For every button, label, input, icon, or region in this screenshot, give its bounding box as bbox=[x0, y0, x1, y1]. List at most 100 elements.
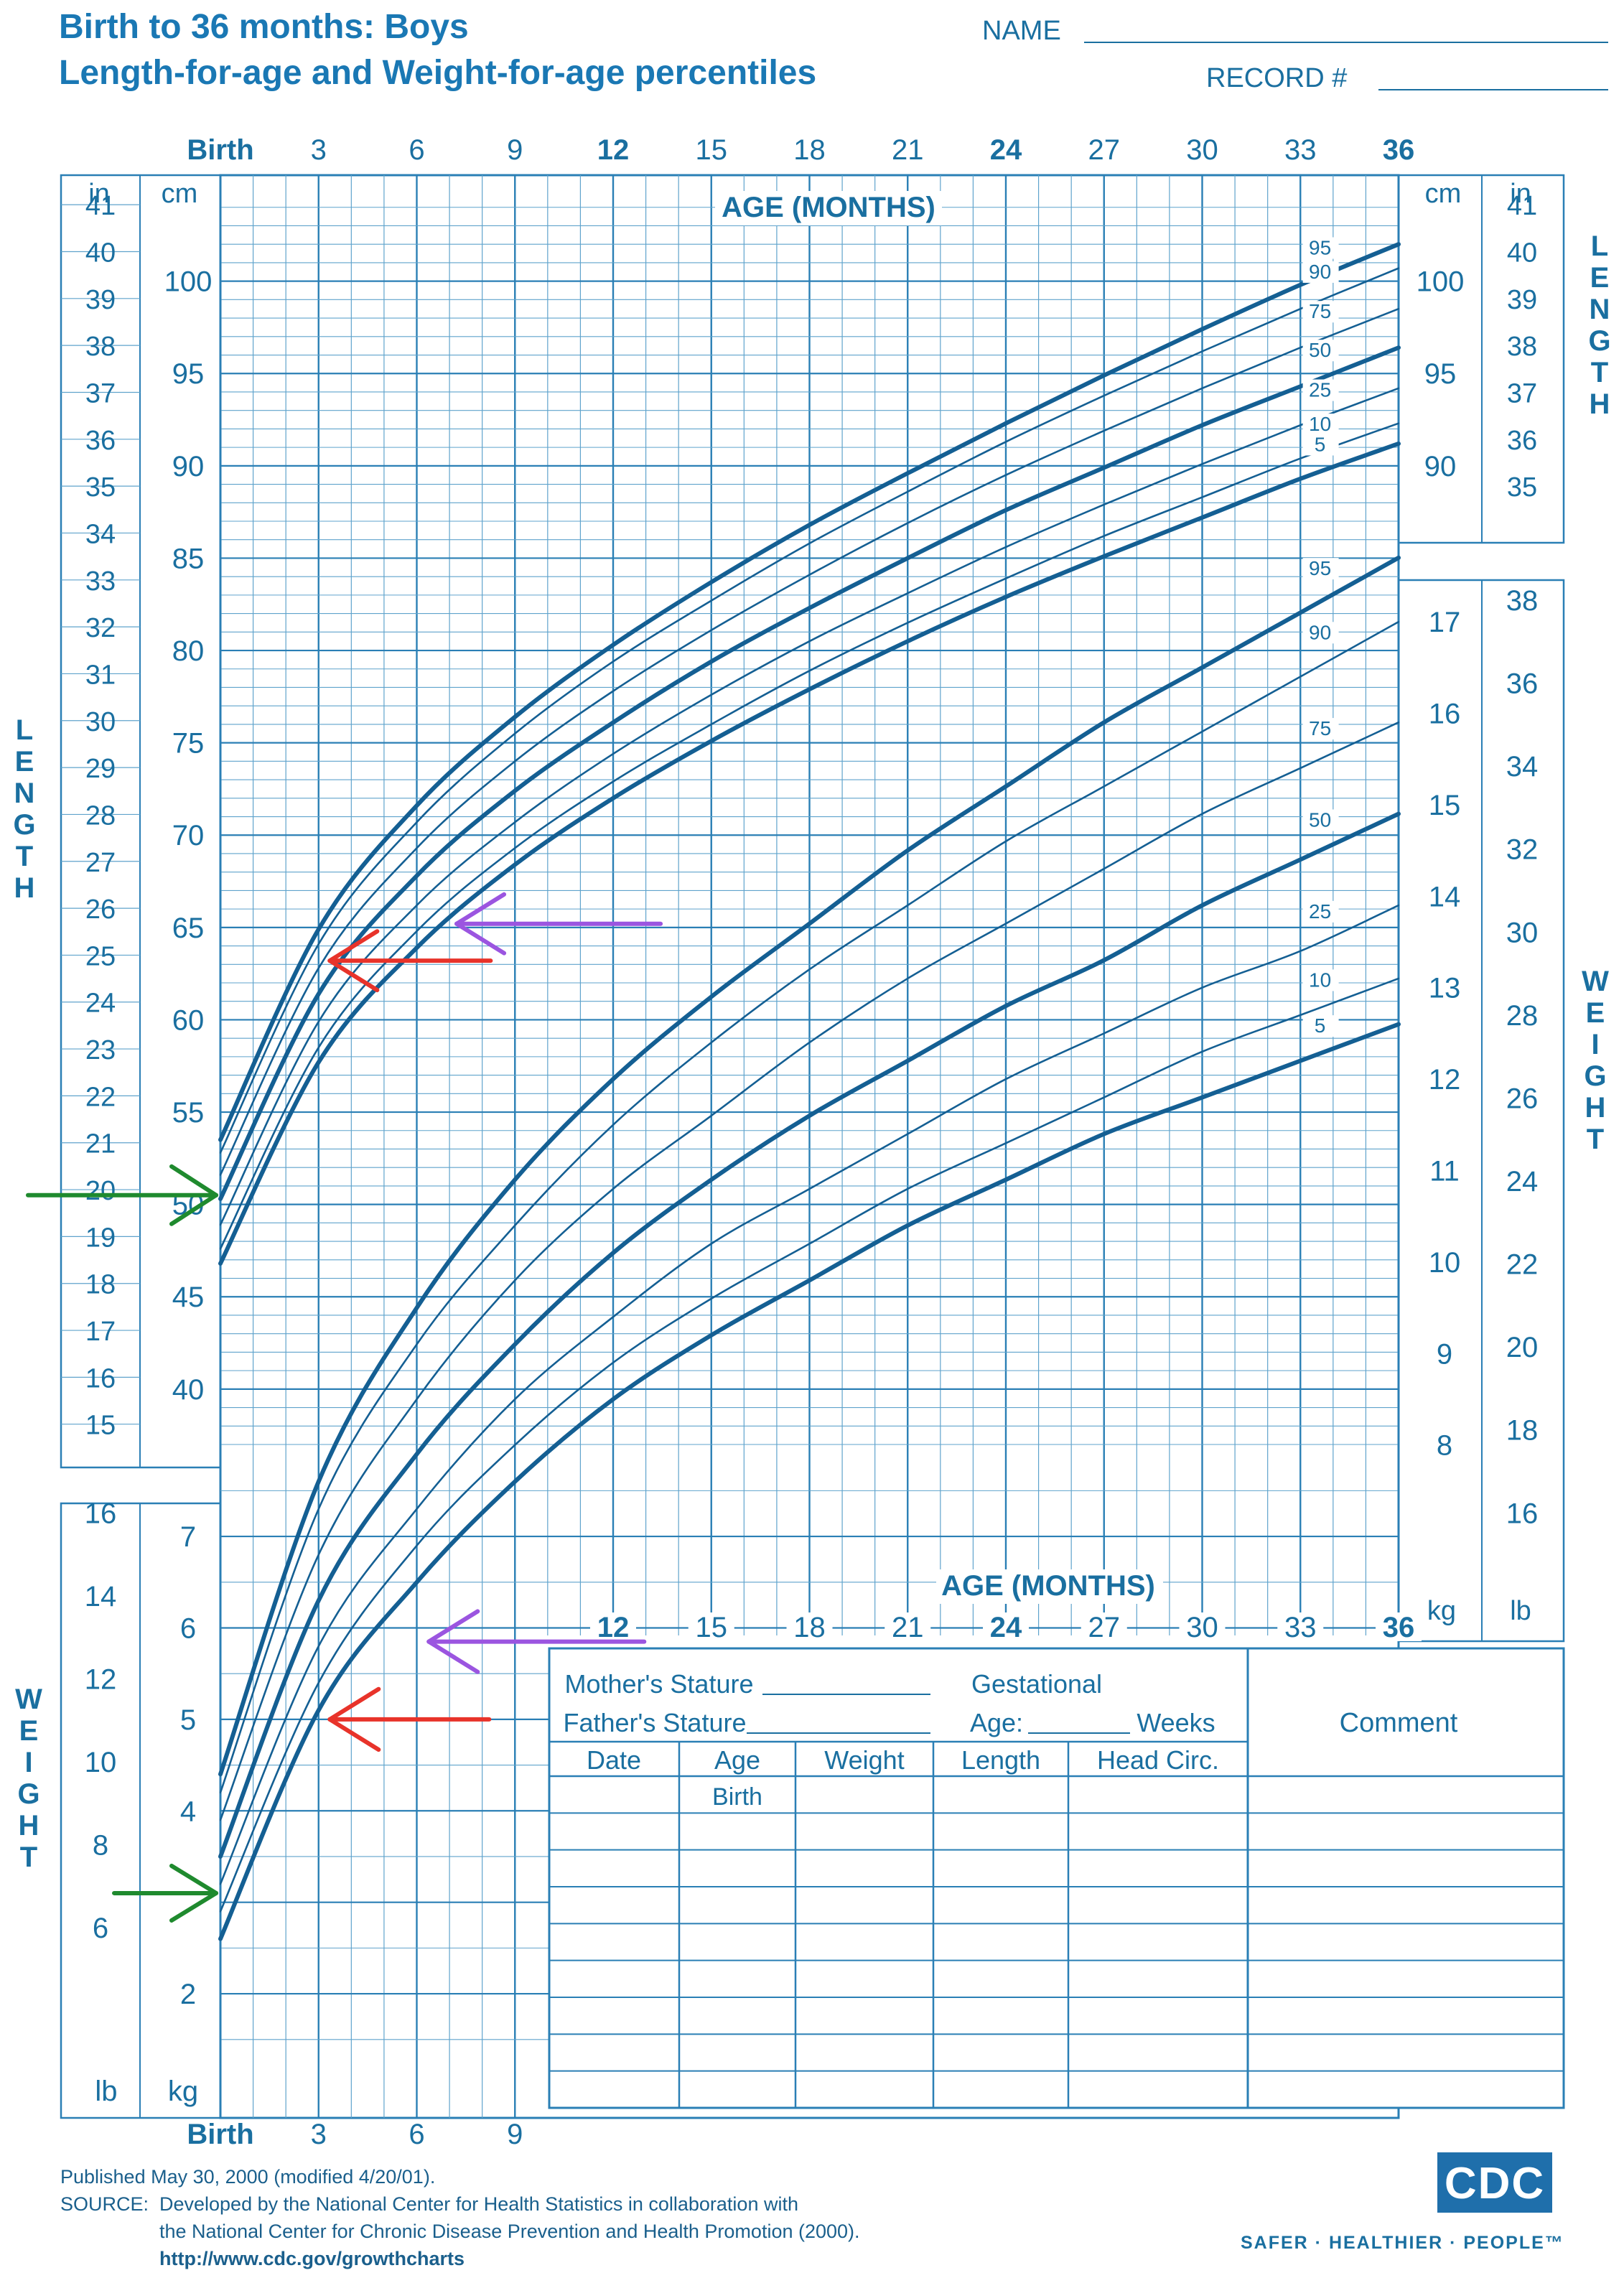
right-kg-label: 9 bbox=[1437, 1338, 1452, 1370]
right-length-word: L bbox=[1591, 230, 1608, 262]
right-kg-label: 8 bbox=[1437, 1430, 1452, 1462]
right-kg-label: 10 bbox=[1429, 1247, 1461, 1279]
right-cm-unit: cm bbox=[1425, 179, 1462, 209]
record-label: RECORD # bbox=[1206, 63, 1348, 93]
name-field[interactable] bbox=[1084, 42, 1608, 43]
left-cm-label: 60 bbox=[172, 1004, 205, 1036]
percentile-curve-75 bbox=[219, 307, 1400, 1176]
percentile-label-bg bbox=[1302, 900, 1339, 923]
percentile-label-bg bbox=[1302, 414, 1339, 436]
right-kg-label: 13 bbox=[1429, 973, 1461, 1004]
table-column-header: Age bbox=[714, 1745, 760, 1775]
top-age-tick: 33 bbox=[1284, 134, 1317, 166]
right-lb-label: 30 bbox=[1506, 917, 1539, 948]
age-axis-label-top: AGE (MONTHS) bbox=[722, 192, 935, 223]
left-kg-label: 6 bbox=[180, 1612, 196, 1644]
inner-tick-bg bbox=[1081, 1612, 1127, 1641]
record-table-frame bbox=[548, 1647, 1565, 2109]
right-weight-word: G bbox=[1584, 1060, 1606, 1092]
right-kg-label: 17 bbox=[1429, 607, 1461, 638]
source-url[interactable]: http://www.cdc.gov/growthcharts bbox=[159, 2248, 465, 2269]
grid-lines bbox=[219, 175, 1400, 2118]
left-weight-word: E bbox=[19, 1715, 39, 1747]
weeks-label: Weeks bbox=[1137, 1708, 1215, 1737]
right-length-word: T bbox=[1591, 357, 1608, 388]
left-lb-unit: lb bbox=[95, 2076, 117, 2107]
right-lb-label: 28 bbox=[1506, 1000, 1539, 1032]
inner-tick-bg bbox=[590, 1612, 636, 1641]
inner-age-tick: 18 bbox=[793, 1612, 826, 1643]
top-age-tick: 6 bbox=[409, 134, 424, 166]
percentile-curve-10 bbox=[219, 977, 1400, 1913]
length-arrow-1-head-lower bbox=[454, 921, 507, 956]
left-cm-label: 40 bbox=[172, 1374, 205, 1406]
left-in-label: 22 bbox=[85, 1082, 116, 1112]
left-length-word: E bbox=[15, 746, 34, 778]
percentile-curve-90 bbox=[219, 620, 1400, 1794]
green-arrow-length-head-lower bbox=[169, 1192, 218, 1226]
right-lb-label: 24 bbox=[1506, 1166, 1539, 1198]
table-column-header: Length bbox=[961, 1745, 1040, 1775]
percentile-label-90: 90 bbox=[1309, 261, 1331, 283]
percentile-label-25: 25 bbox=[1309, 379, 1331, 401]
left-cm-unit: cm bbox=[162, 179, 198, 209]
left-in-label: 27 bbox=[85, 848, 116, 878]
right-kg-label: 15 bbox=[1429, 790, 1461, 821]
percentile-label-bg bbox=[1302, 261, 1339, 283]
left-in-label: 37 bbox=[85, 378, 116, 409]
published-note: Published May 30, 2000 (modified 4/20/01… bbox=[60, 2166, 436, 2188]
left-kg-label: 5 bbox=[180, 1704, 196, 1736]
left-cm-label: 90 bbox=[172, 451, 205, 482]
annotation-arrows bbox=[26, 892, 663, 1923]
percentile-curve-95 bbox=[218, 242, 1401, 1142]
percentile-label-bg bbox=[1302, 1015, 1339, 1037]
left-cm-label: 85 bbox=[172, 543, 205, 574]
right-lb-label: 26 bbox=[1506, 1083, 1539, 1114]
title-line-1: Birth to 36 months: Boys bbox=[59, 8, 469, 46]
left-in-label: 18 bbox=[85, 1270, 116, 1300]
first-row-age: Birth bbox=[712, 1783, 762, 1811]
gestational-age-label: Age: bbox=[970, 1708, 1023, 1737]
table-column-header: Weight bbox=[824, 1745, 904, 1775]
age-label-bg bbox=[715, 191, 942, 225]
right-in-unit: in bbox=[1510, 179, 1531, 209]
percentile-curve-90 bbox=[219, 267, 1400, 1154]
left-in-label: 30 bbox=[85, 707, 116, 737]
left-in-label: 25 bbox=[85, 941, 116, 971]
right-lb-label: 20 bbox=[1506, 1332, 1539, 1363]
percentile-curve-25 bbox=[219, 387, 1400, 1226]
top-age-tick: 30 bbox=[1186, 134, 1218, 166]
right-kg-label: 11 bbox=[1429, 1155, 1460, 1187]
left-lb-label: 10 bbox=[85, 1747, 117, 1778]
percentile-label-bg bbox=[1302, 718, 1339, 740]
mothers-stature-label: Mother's Stature bbox=[565, 1669, 754, 1699]
inner-age-tick: 33 bbox=[1284, 1612, 1317, 1643]
right-length-word: N bbox=[1590, 294, 1610, 325]
weight-arrow-3-head-lower bbox=[327, 1717, 381, 1752]
right-weight-word: E bbox=[1586, 997, 1605, 1029]
green-arrow-length-head-upper bbox=[169, 1164, 218, 1198]
left-length-word: N bbox=[14, 778, 35, 809]
left-in-label: 21 bbox=[85, 1129, 116, 1159]
left-cm-label: 100 bbox=[164, 266, 213, 298]
percentile-label-50: 50 bbox=[1309, 339, 1331, 361]
percentile-curve-50 bbox=[218, 811, 1401, 1859]
left-in-label: 24 bbox=[85, 989, 116, 1019]
length-arrow-0-head-upper bbox=[327, 929, 380, 963]
right-lb-label: 36 bbox=[1506, 668, 1539, 700]
record-field[interactable] bbox=[1378, 89, 1608, 90]
left-length-word: H bbox=[14, 872, 35, 904]
inner-tick-bg bbox=[885, 1612, 931, 1641]
age-axis-label-inner: AGE (MONTHS) bbox=[941, 1570, 1155, 1602]
right-lb-unit: lb bbox=[1510, 1596, 1531, 1626]
left-in-label: 20 bbox=[85, 1176, 116, 1206]
left-length-word: T bbox=[16, 841, 33, 872]
comment-label: Comment bbox=[1340, 1708, 1458, 1738]
inner-age-tick: 24 bbox=[990, 1612, 1022, 1643]
right-length-word: H bbox=[1590, 388, 1610, 420]
inner-tick-bg bbox=[1376, 1612, 1422, 1641]
percentile-label-bg bbox=[1302, 301, 1339, 323]
left-in-label: 19 bbox=[85, 1223, 116, 1253]
